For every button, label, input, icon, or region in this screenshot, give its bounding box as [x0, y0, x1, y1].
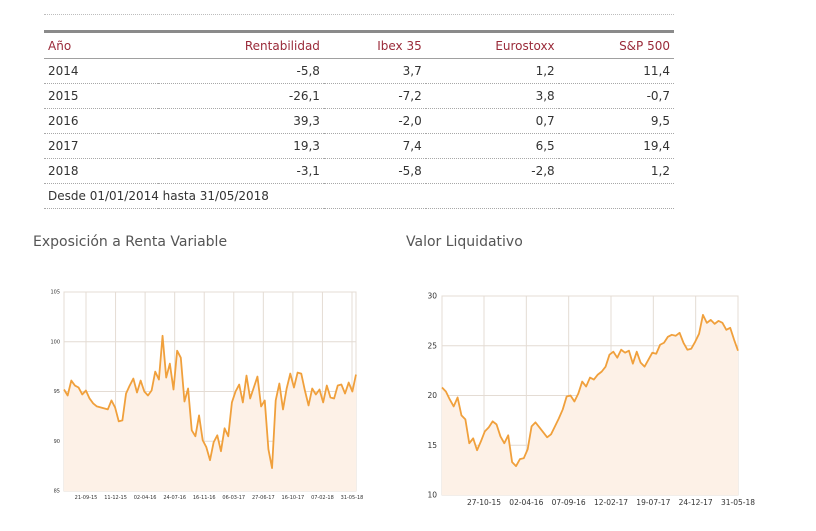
y-tick-label: 105	[50, 290, 60, 296]
cell-year: 2018	[44, 158, 158, 184]
y-tick-label: 10	[427, 491, 437, 500]
cell-sp500: -0,7	[558, 83, 674, 109]
cell-ibex35: 7,4	[323, 133, 426, 159]
cell-year: 2016	[44, 108, 158, 134]
cell-rentabilidad: -5,8	[158, 58, 324, 84]
cell-rentabilidad: 39,3	[158, 108, 324, 134]
cell-year: 2015	[44, 83, 158, 109]
x-tick-label: 19-07-17	[636, 498, 670, 507]
cell-ibex35: -5,8	[323, 158, 426, 184]
cell-eurostoxx: -2,8	[425, 158, 559, 184]
header-sp500: S&P 500	[558, 30, 674, 59]
x-tick-label: 27-06-17	[252, 495, 275, 501]
table-row: 2018 -3,1 -5,8 -2,8 1,2	[44, 158, 674, 184]
performance-table: Año Rentabilidad Ibex 35 Eurostoxx S&P 5…	[44, 30, 674, 209]
x-tick-label: 02-04-16	[509, 498, 543, 507]
cell-sp500: 11,4	[558, 58, 674, 84]
x-tick-label: 11-12-15	[104, 495, 127, 501]
y-tick-label: 95	[54, 389, 60, 395]
series-area-fill	[442, 314, 738, 495]
table-header-row: Año Rentabilidad Ibex 35 Eurostoxx S&P 5…	[44, 30, 674, 59]
cell-sp500: 9,5	[558, 108, 674, 134]
table-footnote-row: Desde 01/01/2014 hasta 31/05/2018	[44, 183, 674, 209]
exposure-chart: 85 90 95 100 105 21-09-15 11-12-15 02-04-16 24-0…	[50, 290, 364, 501]
x-tick-label: 31-05-18	[721, 498, 755, 507]
series-line	[63, 334, 357, 470]
table-row: 2016 39,3 -2,0 0,7 9,5	[44, 108, 674, 134]
cell-year: 2017	[44, 133, 158, 159]
y-tick-label: 25	[427, 341, 437, 350]
cell-rentabilidad: 19,3	[158, 133, 324, 159]
cell-sp500: 19,4	[558, 133, 674, 159]
x-tick-label: 16-10-17	[282, 495, 305, 501]
cell-eurostoxx: 6,5	[425, 133, 559, 159]
table-row: 2015 -26,1 -7,2 3,8 -0,7	[44, 83, 674, 109]
x-tick-label: 07-02-18	[311, 495, 334, 501]
x-tick-label: 07-09-16	[552, 498, 586, 507]
nav-chart: 10 15 20 25 30 27-10-15 02-04-16 07-09-16 12-02-…	[427, 292, 755, 508]
series-line	[441, 314, 739, 468]
cell-rentabilidad: -3,1	[158, 158, 324, 184]
y-tick-label: 90	[54, 439, 60, 445]
cell-sp500: 1,2	[558, 158, 674, 184]
x-tick-label: 02-04-16	[134, 495, 157, 501]
cell-ibex35: -7,2	[323, 83, 426, 109]
table-row: 2014 -5,8 3,7 1,2 11,4	[44, 58, 674, 84]
x-tick-label: 24-12-17	[679, 498, 713, 507]
y-tick-label: 30	[427, 292, 437, 301]
cell-year: 2014	[44, 58, 158, 84]
y-tick-label: 100	[50, 339, 60, 345]
chart-title-exposicion: Exposición a Renta Variable	[33, 234, 228, 250]
x-tick-label: 27-10-15	[467, 498, 501, 507]
chart-title-valor-liquidativo: Valor Liquidativo	[406, 234, 523, 250]
x-tick-label: 21-09-15	[75, 495, 98, 501]
cell-eurostoxx: 1,2	[425, 58, 559, 84]
header-ibex35: Ibex 35	[323, 30, 426, 59]
cell-eurostoxx: 3,8	[425, 83, 559, 109]
top-dotted-rule	[44, 14, 674, 15]
y-tick-label: 85	[54, 489, 60, 495]
header-year: Año	[44, 30, 158, 59]
table-footnote: Desde 01/01/2014 hasta 31/05/2018	[44, 183, 674, 209]
cell-ibex35: -2,0	[323, 108, 426, 134]
cell-eurostoxx: 0,7	[425, 108, 559, 134]
x-tick-label: 31-05-18	[341, 495, 364, 501]
series-area-fill	[64, 335, 356, 491]
x-tick-label: 06-03-17	[222, 495, 245, 501]
x-tick-label: 24-07-16	[163, 495, 186, 501]
cell-ibex35: 3,7	[323, 58, 426, 84]
cell-rentabilidad: -26,1	[158, 83, 324, 109]
table-row: 2017 19,3 7,4 6,5 19,4	[44, 133, 674, 159]
header-rentabilidad: Rentabilidad	[158, 30, 324, 59]
x-tick-label: 16-11-16	[193, 495, 216, 501]
y-tick-label: 15	[427, 441, 437, 450]
header-eurostoxx: Eurostoxx	[425, 30, 559, 59]
x-tick-label: 12-02-17	[594, 498, 628, 507]
y-tick-label: 20	[427, 391, 437, 400]
